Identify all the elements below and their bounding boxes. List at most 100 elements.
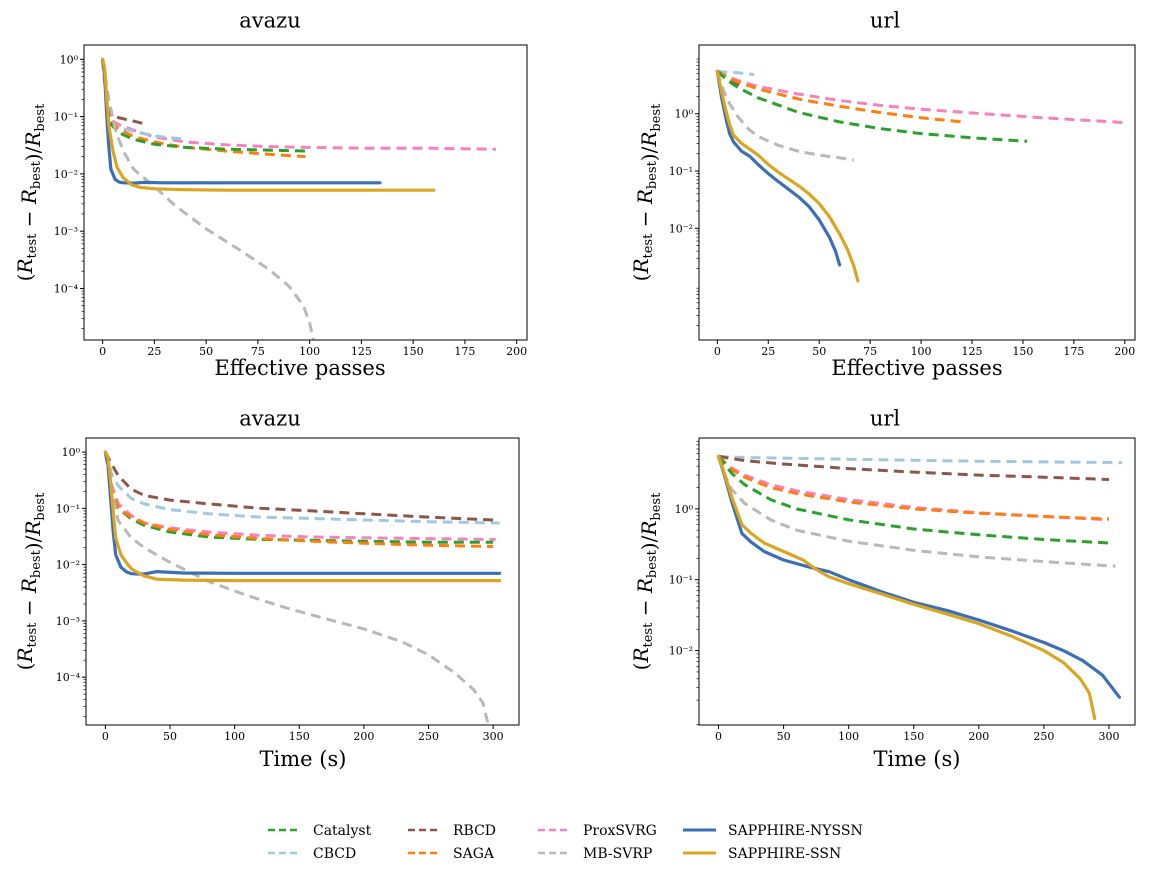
legend-label-mb-svrp: MB-SVRP xyxy=(583,846,652,862)
x-tick-label: 150 xyxy=(403,345,424,358)
series-line-proxsvrg xyxy=(101,59,496,151)
x-tick-label: 150 xyxy=(289,730,310,743)
y-axis-label: (Rtest − Rbest)/Rbest xyxy=(629,103,664,281)
x-tick-label: 250 xyxy=(1033,730,1054,743)
y-tick-label: 10⁰ xyxy=(60,53,79,66)
chart-title: avazu xyxy=(239,407,301,431)
legend-label-cbcd: CBCD xyxy=(313,846,356,862)
series-line-mb-svrp xyxy=(715,70,855,162)
y-tick-label: 10⁰ xyxy=(675,108,694,121)
series-line-saga xyxy=(717,455,1110,521)
series-line-rbcd xyxy=(718,454,1110,481)
y-tick-label: 10⁻³ xyxy=(54,225,78,238)
series-line-mb-svrp xyxy=(101,59,316,340)
x-tick-label: 0 xyxy=(715,730,722,743)
series-line-sapphire-ssn xyxy=(103,450,502,583)
y-tick-label: 10⁻² xyxy=(56,559,80,572)
series-line-saga xyxy=(101,59,306,159)
x-tick-label: 150 xyxy=(903,730,924,743)
y-tick-label: 10⁰ xyxy=(675,503,694,516)
x-tick-label: 25 xyxy=(761,345,775,358)
series-line-cbcd xyxy=(717,69,755,77)
series-line-sapphire-nyssn xyxy=(716,454,1122,699)
x-tick-label: 300 xyxy=(483,730,504,743)
series-line-proxsvrg xyxy=(716,69,1125,125)
series-line-saga xyxy=(103,451,494,548)
x-axis-label: Time (s) xyxy=(874,747,961,771)
panel-url-passes: url 0 25 50 75 100 125 150 175 200 10⁰ 10⁻¹ 10⁻² Effe… xyxy=(629,9,1136,380)
series-line-cbcd xyxy=(718,454,1123,465)
x-tick-label: 75 xyxy=(863,345,877,358)
plot-frame xyxy=(698,437,1136,726)
y-axis-label: (Rtest − Rbest)/Rbest xyxy=(13,492,48,670)
series-line-sapphire-ssn xyxy=(100,57,436,192)
legend: Catalyst CBCD RBCD SAGA ProxSVRG MB-SVRP SAPPH… xyxy=(255,812,903,868)
x-tick-label: 175 xyxy=(454,345,475,358)
chart-title: url xyxy=(870,9,901,33)
y-tick-label: 10⁻⁴ xyxy=(54,282,79,295)
x-tick-label: 25 xyxy=(147,345,161,358)
series-line-sapphire-ssn xyxy=(716,454,1097,721)
series-line-cbcd xyxy=(103,451,500,525)
y-axis-label: (Rtest − Rbest)/Rbest xyxy=(629,492,664,670)
legend-label-sapphire-ssn: SAPPHIRE-SSN xyxy=(728,846,841,862)
series-line-mb-svrp xyxy=(103,451,490,724)
x-tick-label: 175 xyxy=(1063,345,1084,358)
x-tick-label: 50 xyxy=(163,730,177,743)
legend-box xyxy=(255,812,903,868)
series-line-sapphire-nyssn xyxy=(100,57,382,185)
x-tick-label: 250 xyxy=(418,730,439,743)
series-line-catalyst xyxy=(717,455,1110,545)
x-tick-label: 100 xyxy=(838,730,859,743)
x-axis-label: Effective passes xyxy=(214,356,385,380)
legend-label-rbcd: RBCD xyxy=(453,823,496,839)
series-line-sapphire-nyssn xyxy=(715,69,842,267)
y-tick-label: 10⁻² xyxy=(54,168,78,181)
chart-title: url xyxy=(870,407,901,431)
legend-label-sapphire-nyssn: SAPPHIRE-NYSSN xyxy=(728,823,863,839)
x-tick-label: 100 xyxy=(911,345,932,358)
x-axis-label: Time (s) xyxy=(260,747,347,771)
x-tick-label: 0 xyxy=(99,345,106,358)
series-line-proxsvrg xyxy=(717,455,1110,522)
series-line-catalyst xyxy=(101,59,310,153)
y-tick-label: 10⁰ xyxy=(62,446,81,459)
series-line-catalyst xyxy=(716,70,1028,143)
panel-avazu-passes: avazu 0 25 50 75 100 125 150 175 200 10⁰ 10⁻¹ 10⁻² 10… xyxy=(13,9,528,380)
x-tick-label: 0 xyxy=(714,345,721,358)
y-tick-label: 10⁻² xyxy=(669,222,693,235)
x-tick-label: 150 xyxy=(1012,345,1033,358)
panel-url-time: url 0 50 100 150 200 250 300 10⁰ 10⁻¹ 10⁻² Time (s)… xyxy=(629,407,1136,771)
y-tick-label: 10⁻² xyxy=(669,645,693,658)
series-line-catalyst xyxy=(103,451,494,544)
y-tick-label: 10⁻⁴ xyxy=(56,671,81,684)
x-tick-label: 200 xyxy=(1114,345,1135,358)
y-tick-label: 10⁻¹ xyxy=(669,165,693,178)
chart-title: avazu xyxy=(239,9,301,33)
y-tick-label: 10⁻¹ xyxy=(669,574,693,587)
panel-avazu-time: avazu 0 50 100 150 200 250 300 10⁰ 10⁻¹ 10⁻² 10⁻³ 10… xyxy=(13,407,520,771)
legend-label-proxsvrg: ProxSVRG xyxy=(583,823,657,839)
series-line-sapphire-nyssn xyxy=(103,450,502,576)
x-tick-label: 200 xyxy=(968,730,989,743)
x-tick-label: 50 xyxy=(812,345,826,358)
legend-label-saga: SAGA xyxy=(453,846,495,862)
series-line-rbcd xyxy=(104,451,494,522)
legend-label-catalyst: Catalyst xyxy=(313,823,372,839)
x-tick-label: 200 xyxy=(353,730,374,743)
series-line-sapphire-ssn xyxy=(715,69,860,283)
x-tick-label: 300 xyxy=(1098,730,1119,743)
x-tick-label: 200 xyxy=(506,345,527,358)
series-line-mb-svrp xyxy=(717,455,1116,568)
x-tick-label: 100 xyxy=(224,730,245,743)
x-axis-label: Effective passes xyxy=(831,356,1002,380)
x-tick-label: 50 xyxy=(199,345,213,358)
y-axis-label: (Rtest − Rbest)/Rbest xyxy=(13,103,48,281)
x-tick-label: 125 xyxy=(962,345,983,358)
y-tick-label: 10⁻¹ xyxy=(56,502,80,515)
x-tick-label: 75 xyxy=(251,345,265,358)
series-line-proxsvrg xyxy=(103,451,496,541)
series-line-saga xyxy=(716,70,962,124)
y-tick-label: 10⁻³ xyxy=(56,615,80,628)
